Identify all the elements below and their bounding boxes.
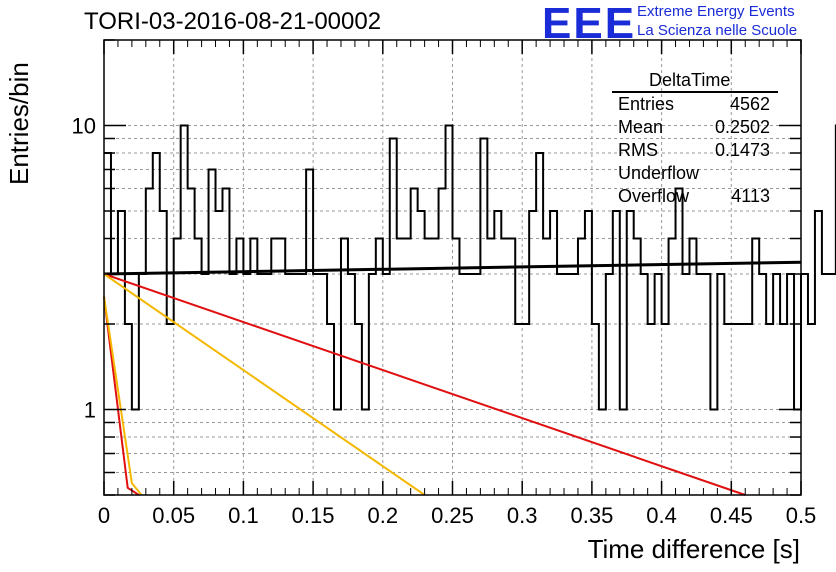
stats-entries-label: Entries (618, 94, 674, 114)
stats-overflow-value: 4113 (731, 186, 770, 206)
x-tick-label-10: 0.5 (786, 503, 817, 528)
stats-mean-value: 0.2502 (715, 117, 770, 137)
stats-mean-label: Mean (618, 117, 663, 137)
x-tick-label-4: 0.2 (368, 503, 399, 528)
x-tick-label-7: 0.35 (570, 503, 613, 528)
fit-curve-2 (103, 273, 426, 496)
org-name-line1: Extreme Energy Events (637, 3, 795, 20)
fit-curve-4 (103, 296, 143, 496)
x-tick-label-1: 0.05 (152, 503, 195, 528)
stats-underflow-label: Underflow (618, 163, 700, 183)
stats-entries-value: 4562 (730, 94, 770, 114)
x-tick-label-0: 0 (98, 503, 110, 528)
x-tick-label-5: 0.25 (431, 503, 474, 528)
eee-logo: EEE (542, 0, 637, 48)
fit-curve-1 (103, 273, 746, 496)
x-tick-label-2: 0.1 (228, 503, 259, 528)
stats-rms-label: RMS (618, 140, 658, 160)
fit-curve-0 (103, 260, 802, 276)
tick-labels: 0 0.05 0.1 0.15 0.2 0.25 0.3 0.35 0.4 0.45 0.5 1 10 (72, 113, 817, 528)
x-axis-label: Time difference [s] (587, 534, 800, 564)
plot-title: TORI-03-2016-08-21-00002 (84, 8, 382, 35)
stats-box: DeltaTime Entries 4562 Mean 0.2502 RMS 0… (612, 70, 778, 206)
fit-curve-3 (103, 296, 140, 496)
y-tick-label-1: 10 (72, 113, 96, 138)
x-tick-label-3: 0.15 (292, 503, 335, 528)
x-tick-label-8: 0.4 (646, 503, 677, 528)
org-name-line2: La Scienza nelle Scuole (637, 22, 798, 39)
stats-rms-value: 0.1473 (715, 140, 770, 160)
axes (103, 39, 802, 496)
stats-overflow-label: Overflow (618, 186, 690, 206)
stats-title: DeltaTime (649, 70, 730, 90)
x-tick-label-6: 0.3 (507, 503, 538, 528)
y-tick-label-0: 1 (84, 398, 96, 423)
fit-curves (103, 260, 802, 496)
x-tick-label-9: 0.45 (710, 503, 753, 528)
